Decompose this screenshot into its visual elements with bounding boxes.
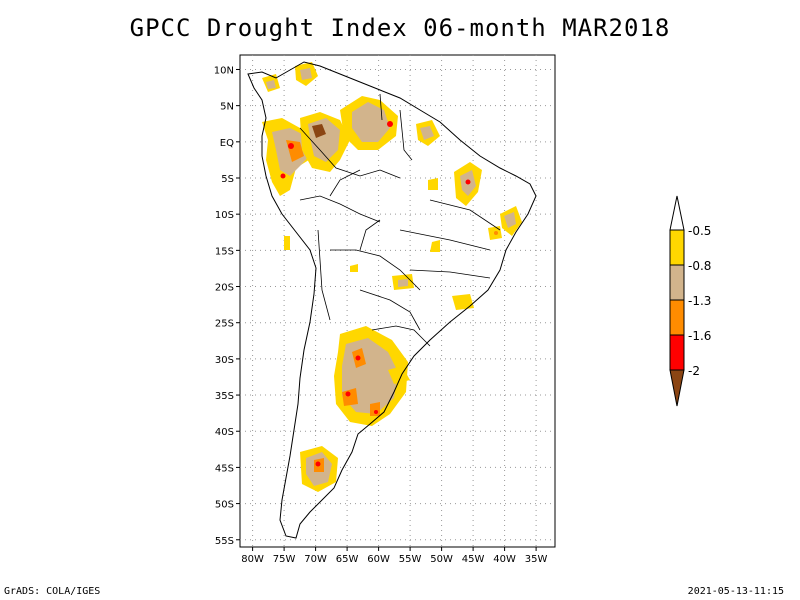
drought-area-paraguay-core [398,279,408,287]
latitude-label: EQ [220,138,234,149]
latitude-labels: 10N 5N EQ 5S 10S 15S 20S 25S 30S 35S 40S 45S 50S 55S [214,65,234,546]
drought-area-amapa-core [420,126,434,140]
longitude-label: 75W [273,554,296,565]
longitude-label: 40W [493,554,516,565]
latitude-label: 55S [215,536,234,547]
footer-timestamp: 2021-05-13-11:15 [687,586,784,597]
drought-area-panama-core [266,80,276,89]
drought-area-sao-paulo [452,294,474,310]
longitude-label: 70W [304,554,327,565]
grid-lines [236,55,555,551]
drought-point [494,231,498,235]
drought-area-small [430,240,440,252]
longitude-label: 80W [241,554,264,565]
colorbar-label: -0.5 [688,224,711,238]
country-borders [299,93,501,347]
latitude-label: 10S [215,210,234,221]
drought-point [315,461,321,467]
drought-area-venezuela-extreme [312,124,326,138]
drought-area-small [428,178,438,190]
longitude-label: 45W [462,554,485,565]
continent-outline [247,61,537,539]
colorbar-top-arrow [669,195,685,231]
drought-point [374,410,378,414]
colorbar-bottom-arrow [669,369,685,407]
drought-area-pampas-severe [370,402,380,416]
latitude-label: 5S [221,174,234,185]
drought-area-small [284,236,290,250]
drought-point [355,355,361,361]
colorbar-label: -2 [688,364,700,378]
longitude-label: 60W [367,554,390,565]
drought-area-small [350,264,358,272]
longitude-label: 35W [525,554,548,565]
colorbar-swatch-tan [669,264,685,301]
drought-point [280,173,286,179]
drought-point [345,391,351,397]
latitude-label: 50S [215,500,234,511]
latitude-label: 5N [220,102,234,113]
map-title: GPCC Drought Index 06-month MAR2018 [129,14,671,42]
drought-point [387,121,393,127]
longitude-label: 65W [336,554,359,565]
longitude-label: 55W [399,554,422,565]
colorbar-label: -1.3 [688,294,711,308]
latitude-label: 35S [215,391,234,402]
colorbar-label: -0.8 [688,259,711,273]
latitude-label: 30S [215,355,234,366]
longitude-labels: 80W 75W 70W 65W 60W 55W 50W 45W 40W 35W [241,554,547,565]
colorbar-swatch-red [669,334,685,371]
drought-point [465,179,471,185]
drought-area-bahia-core [504,212,516,228]
latitude-label: 10N [214,65,234,76]
latitude-label: 15S [215,246,234,257]
map-frame [239,54,556,548]
longitude-label: 50W [430,554,453,565]
drought-point [288,143,294,149]
footer-credit: GrADS: COLA/IGES [4,586,101,597]
colorbar-swatch-yellow [669,229,685,266]
colorbar: -0.5 -0.8 -1.3 -1.6 -2 [669,195,711,407]
latitude-label: 25S [215,319,234,330]
colorbar-label: -1.6 [688,329,711,343]
drought-area-caribbean-core [300,68,312,80]
latitude-label: 20S [215,283,234,294]
drought-area-guyana-core [352,102,390,142]
colorbar-swatch-orange [669,299,685,336]
latitude-label: 40S [215,427,234,438]
latitude-label: 45S [215,463,234,474]
